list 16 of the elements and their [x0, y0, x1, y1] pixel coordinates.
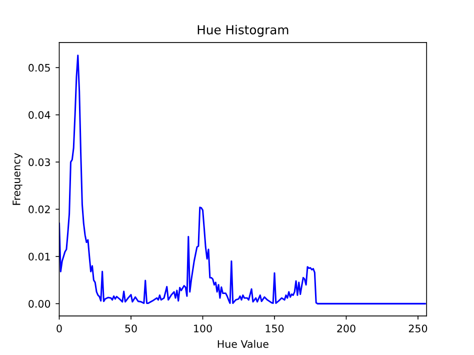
- x-tick-label: 200: [337, 324, 356, 332]
- y-tick-label: 0.00: [28, 300, 50, 308]
- x-tick-label: 150: [266, 324, 284, 332]
- y-tick-label: 0.01: [28, 252, 50, 261]
- y-tick-label: 0.04: [28, 111, 50, 119]
- y-tick-label: 0.05: [28, 64, 50, 72]
- line-series: [59, 54, 426, 304]
- y-tick-label: 0.02: [28, 206, 50, 214]
- x-axis-title: Hue Value: [218, 340, 268, 348]
- x-tick-label: 50: [125, 324, 137, 332]
- x-tick-label: 0: [56, 324, 62, 332]
- y-axis-title: Frequency: [12, 153, 22, 205]
- x-tick-label: 250: [408, 324, 428, 332]
- chart-title: Hue Histogram: [198, 24, 288, 37]
- y-tick-label: 0.03: [28, 158, 50, 166]
- x-tick-label: 100: [194, 324, 212, 332]
